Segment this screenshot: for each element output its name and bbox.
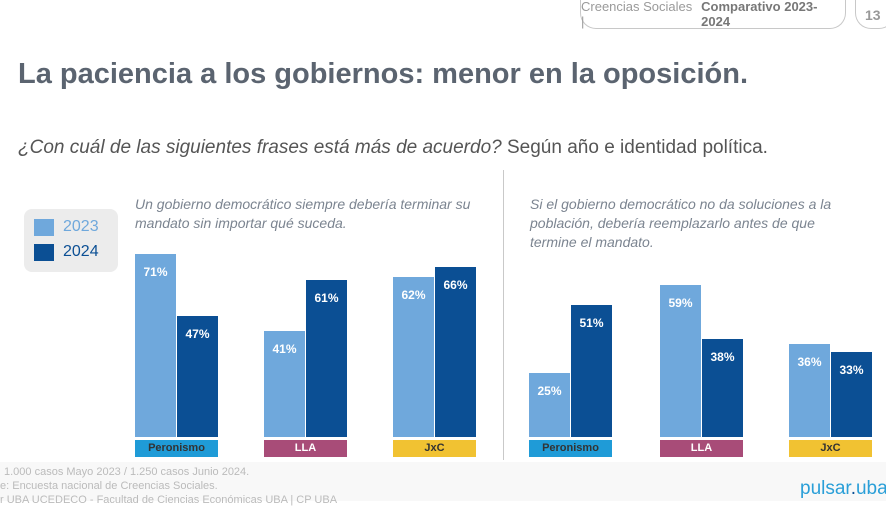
chart-title-right: Si el gobierno democrático no da solucio… — [530, 196, 832, 250]
subtitle: ¿Con cuál de las siguientes frases está … — [18, 137, 768, 159]
legend-swatch — [34, 243, 54, 261]
bar-peronismo-2023: 25% — [529, 372, 570, 437]
section-label: Creencias Sociales | — [581, 0, 693, 29]
footnote: 1.000 casos Mayo 2023 / 1.250 casos Juni… — [4, 466, 250, 478]
legend-label: 2023 — [63, 218, 99, 235]
bar-jxc-2023: 36% — [789, 344, 830, 437]
legend-item-2024: 2024 — [34, 243, 118, 261]
bar-jxc-2024: 66% — [435, 266, 476, 437]
data-label: 38% — [710, 349, 735, 364]
pulsar-logo: pulsar.uba — [800, 478, 886, 499]
section-pill: Creencias Sociales | Comparativo 2023-202… — [580, 0, 846, 29]
bar-lla-2023: 59% — [660, 284, 701, 437]
data-label: 36% — [797, 355, 822, 370]
data-label: 71% — [143, 264, 168, 279]
bar-peronismo-2024: 51% — [571, 305, 612, 437]
chart-title-left: Un gobierno democrático siempre debería … — [135, 196, 471, 231]
footer: 1.000 casos Mayo 2023 / 1.250 casos Juni… — [0, 462, 886, 506]
legend-swatch — [34, 218, 54, 236]
category-label-peronismo: Peronismo — [135, 440, 218, 457]
divider — [503, 170, 504, 460]
page-number: 13 — [855, 0, 886, 29]
subtitle-question: ¿Con cuál de las siguientes frases está … — [18, 137, 502, 158]
bar-peronismo-2024: 47% — [177, 315, 218, 437]
bar-jxc-2023: 62% — [393, 277, 434, 437]
data-label: 61% — [314, 290, 339, 305]
bar-jxc-2024: 33% — [831, 351, 872, 437]
legend-label: 2024 — [63, 243, 99, 260]
legend: 2023 2024 — [24, 209, 118, 272]
footnote: e: Encuesta nacional de Creencias Social… — [0, 480, 218, 492]
data-label: 51% — [579, 316, 604, 331]
data-label: 25% — [537, 383, 562, 398]
category-label-lla: LLA — [660, 440, 743, 457]
footnote: r UBA UCEDECO - Facultad de Ciencias Eco… — [0, 494, 338, 506]
data-label: 59% — [668, 295, 693, 310]
section-bold-label: Comparativo 2023-2024 — [701, 0, 818, 29]
data-label: 47% — [185, 326, 210, 341]
data-label: 66% — [443, 277, 468, 292]
bar-lla-2024: 38% — [702, 338, 743, 437]
data-label: 41% — [272, 342, 297, 357]
page-title: La paciencia a los gobiernos: menor en l… — [18, 58, 748, 90]
bar-lla-2024: 61% — [306, 279, 347, 437]
data-label: 62% — [401, 288, 426, 303]
category-label-peronismo: Peronismo — [529, 440, 612, 457]
data-label: 33% — [839, 362, 864, 377]
subtitle-rest: Según año e identidad política. — [501, 137, 768, 158]
category-label-jxc: JxC — [789, 440, 872, 457]
bar-lla-2023: 41% — [264, 331, 305, 437]
category-label-jxc: JxC — [393, 440, 476, 457]
category-label-lla: LLA — [264, 440, 347, 457]
bar-peronismo-2023: 71% — [135, 253, 176, 437]
legend-item-2023: 2023 — [34, 218, 118, 236]
